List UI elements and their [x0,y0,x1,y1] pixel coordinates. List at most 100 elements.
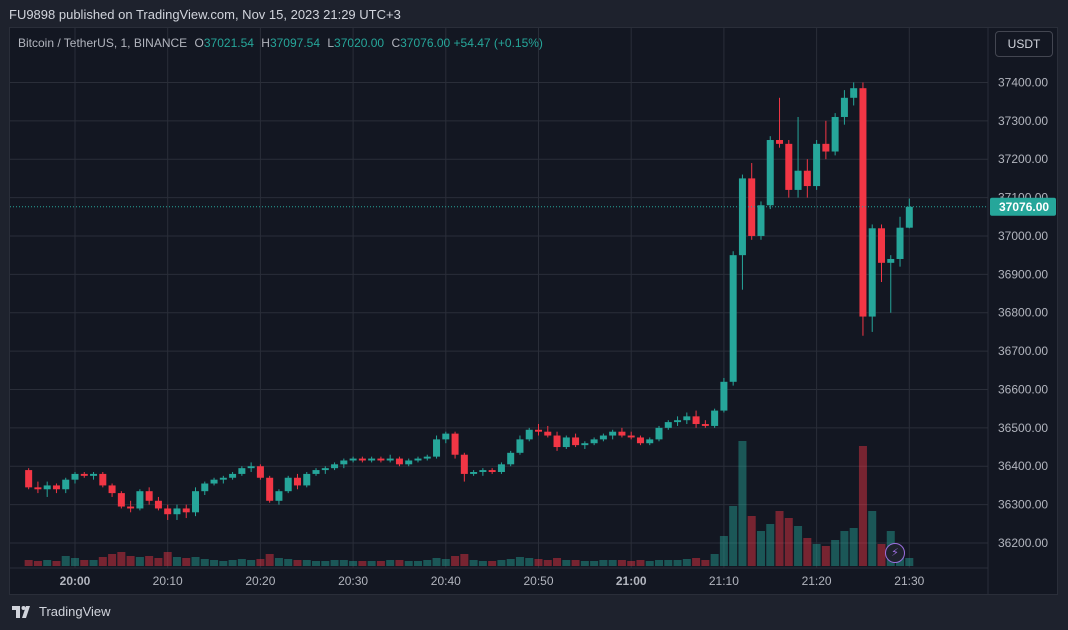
volume-bar [293,560,302,566]
candle-body [173,508,181,515]
volume-bar [608,560,617,566]
volume-bar [562,560,571,566]
candle-body [553,435,561,448]
volume-bar [200,559,209,566]
candle-body [451,433,459,455]
volume-bar [321,561,330,566]
candle-body [683,416,691,421]
candle-body [618,431,626,436]
candle-body [192,491,200,513]
price-tick-label: 36400.00 [998,459,1048,473]
volume-bar [145,556,154,566]
volume-bar [395,560,404,566]
volume-bar [117,552,126,566]
volume-bar [821,546,830,566]
price-tick-label: 37200.00 [998,152,1048,166]
candle-body [785,143,793,190]
candle-body [99,473,107,486]
volume-bar [163,552,172,566]
time-axis: 20:00 20:10 20:20 20:30 20:40 20:50 21:00 21:10… [60,574,925,588]
candle-body [822,143,830,152]
candle-body [794,170,802,190]
lightning-icon[interactable]: ⚡ [885,543,905,563]
volume-bar [237,559,246,566]
volume-bar [599,560,608,566]
candle-body [414,458,422,461]
volume-bar [404,561,413,566]
time-tick-label: 21:20 [802,574,832,588]
candle-body [507,452,515,465]
volume-bar [775,511,784,566]
candle-body [71,473,79,480]
volume-bar [636,560,645,566]
volume-bar [729,506,738,566]
volume-bar [460,554,469,566]
candle-body [674,420,682,423]
volume-bar [89,560,98,566]
candle-body [164,508,172,515]
candle-body [275,491,283,501]
volume-bar [228,560,237,566]
candle-body [266,477,274,501]
candle-body [896,227,904,259]
candle-body [377,458,385,461]
volume-bar [840,531,849,566]
volume-bar [339,560,348,566]
time-tick-label: 20:20 [245,574,275,588]
close-value: 37076.00 [400,36,451,50]
volume-bar [534,559,543,566]
candle-body [293,477,301,486]
candle-body [738,178,746,256]
volume-bar [515,557,524,566]
volume-bar [256,559,265,566]
volume-bar [794,526,803,566]
candle-body [331,464,339,469]
publisher-caption: FU9898 published on TradingView.com, Nov… [9,7,401,22]
volume-bar [432,558,441,566]
volume-bar [812,544,821,566]
candle-body [840,97,848,117]
volume-bar [525,558,534,566]
chart-pane[interactable] [9,27,1058,595]
candle-body [108,485,116,494]
volume-bar [376,561,385,566]
volume-bar [478,561,487,566]
candle-body [229,473,237,478]
volume-bar [274,558,283,566]
candle-body [470,471,478,474]
candle-body [766,140,774,206]
volume-bar [766,524,775,566]
volume-bar [80,560,89,566]
volume-bars [24,441,914,566]
currency-button[interactable]: USDT [995,31,1053,57]
volume-bar [386,560,395,566]
price-tick-label: 36300.00 [998,498,1048,512]
volume-bar [543,560,552,566]
candle-body [729,255,737,382]
volume-bar [441,559,450,566]
candle-body [544,431,552,436]
candle-body [831,116,839,152]
high-label: H [261,36,270,50]
candle-body [720,381,728,411]
volume-bar [506,559,515,566]
close-label: C [391,36,401,50]
footer-brand-label: TradingView [39,604,111,619]
volume-bar [701,560,710,566]
volume-bar [302,560,311,566]
candle-body [636,437,644,444]
volume-bar [627,561,636,566]
candle-body [284,477,292,492]
volume-bar [497,560,506,566]
footer-brand[interactable]: TradingView [12,604,111,619]
volume-bar [877,544,886,566]
candle-body [247,466,255,469]
volume-bar [191,557,200,566]
volume-bar [98,557,107,566]
candle-body [386,458,394,461]
candle-body [488,470,496,472]
volume-bar [265,554,274,566]
volume-bar [358,561,367,566]
candle-body [312,470,320,474]
